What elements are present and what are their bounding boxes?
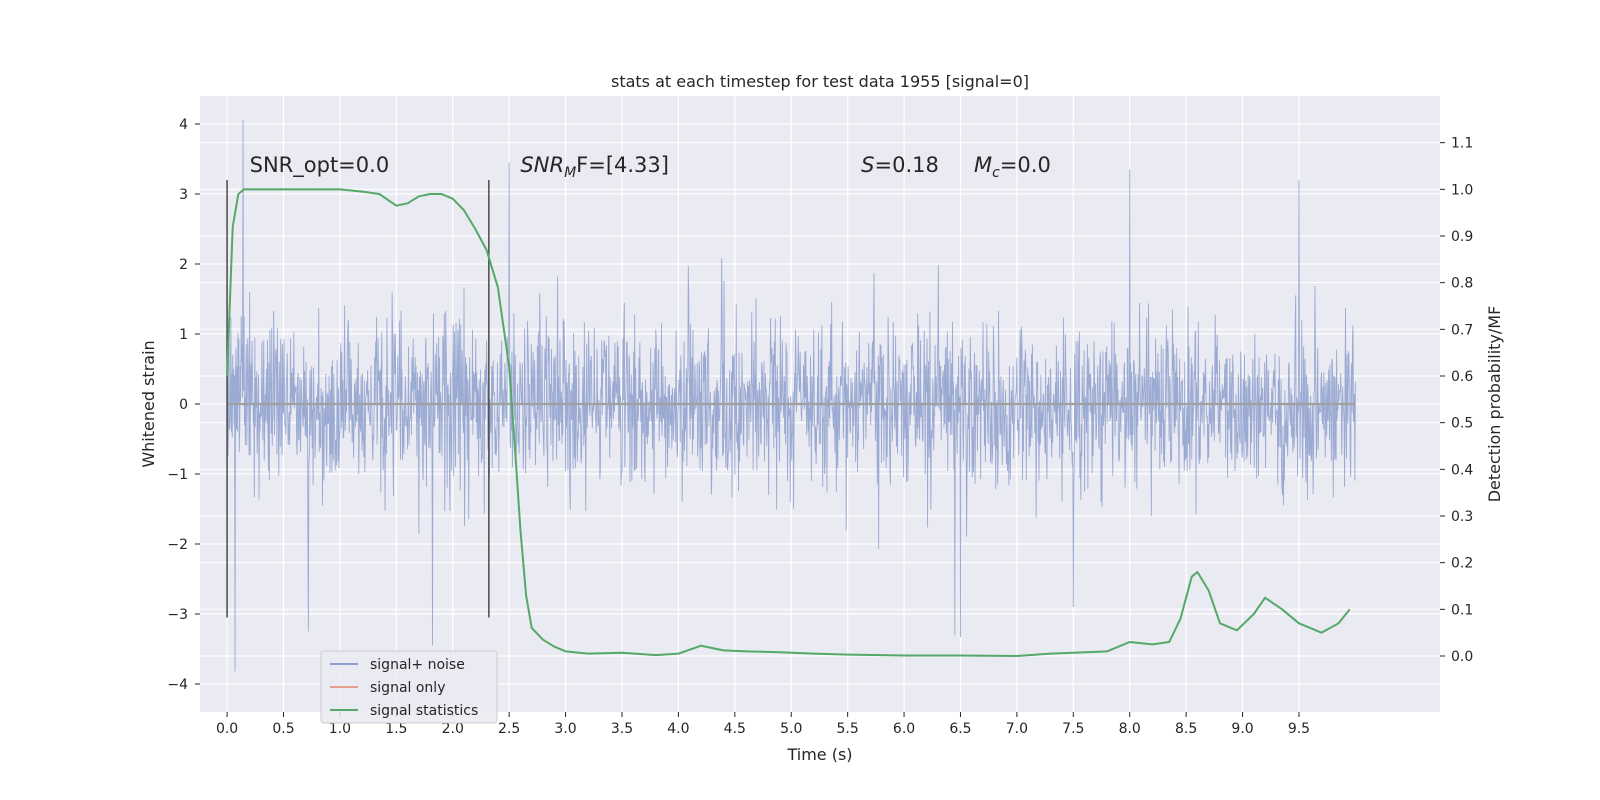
y2-tick-label: 0.0 bbox=[1451, 649, 1473, 665]
annotation-snr-mf: SNRMF=[4.33] bbox=[520, 153, 669, 181]
y2-tick-label: 0.5 bbox=[1451, 416, 1473, 432]
y2-tick-label: 1.0 bbox=[1451, 182, 1473, 198]
y2-tick-label: 0.4 bbox=[1451, 462, 1473, 478]
series-signal-noise bbox=[226, 120, 1356, 672]
x-tick-label: 7.5 bbox=[1062, 721, 1084, 737]
legend-label: signal statistics bbox=[370, 703, 478, 719]
series-signal-statistics bbox=[226, 188, 1351, 657]
vertical-markers bbox=[226, 180, 490, 618]
x-tick-label: 2.5 bbox=[498, 721, 520, 737]
annotation-s-stat: S=0.18 bbox=[861, 153, 939, 177]
y2-axis-label: Detection probability/MF bbox=[1485, 306, 1504, 503]
x-tick-label: 9.5 bbox=[1288, 721, 1310, 737]
x-tick-label: 2.0 bbox=[442, 721, 464, 737]
y-tick-label: −2 bbox=[167, 537, 188, 553]
y-tick-label: −3 bbox=[167, 607, 188, 623]
x-tick-label: 5.0 bbox=[780, 721, 802, 737]
legend-label: signal only bbox=[370, 680, 445, 696]
legend: signal+ noise signal only signal statistic… bbox=[320, 650, 498, 724]
y2-tick-label: 1.1 bbox=[1451, 136, 1473, 152]
y-tick-label: 3 bbox=[179, 187, 188, 203]
x-tick-label: 8.0 bbox=[1119, 721, 1141, 737]
x-tick-label: 6.5 bbox=[949, 721, 971, 737]
y2-tick-label: 0.6 bbox=[1451, 369, 1473, 385]
y2-tick-label: 0.7 bbox=[1451, 322, 1473, 338]
x-tick-label: 4.0 bbox=[667, 721, 689, 737]
y-tick-label: 0 bbox=[179, 397, 188, 413]
x-tick-label: 7.0 bbox=[1006, 721, 1028, 737]
x-tick-label: 3.0 bbox=[554, 721, 576, 737]
y-tick-label: 2 bbox=[179, 257, 188, 273]
x-tick-label: 9.0 bbox=[1231, 721, 1253, 737]
x-tick-label: 4.5 bbox=[724, 721, 746, 737]
y2-tick-label: 0.2 bbox=[1451, 556, 1473, 572]
chart-title: stats at each timestep for test data 195… bbox=[611, 72, 1029, 91]
x-tick-label: 1.5 bbox=[385, 721, 407, 737]
x-axis-label: Time (s) bbox=[786, 745, 852, 764]
annotations: SNR_opt=0.0 SNRMF=[4.33] S=0.18 Mc=0.0 bbox=[250, 153, 1051, 181]
x-tick-label: 0.0 bbox=[216, 721, 238, 737]
x-axis-ticks: 0.0 0.5 1.0 1.5 2.0 2.5 3.0 3.5 4.0 4.5 5.0 5.5 6.0 6… bbox=[216, 712, 1310, 737]
y2-tick-label: 0.9 bbox=[1451, 229, 1473, 245]
x-tick-label: 5.5 bbox=[837, 721, 859, 737]
legend-box bbox=[320, 650, 498, 724]
x-tick-label: 3.5 bbox=[611, 721, 633, 737]
annotation-snr-opt: SNR_opt=0.0 bbox=[250, 153, 390, 178]
annotation-mc: Mc=0.0 bbox=[974, 153, 1051, 181]
legend-label: signal+ noise bbox=[370, 657, 465, 673]
x-tick-label: 1.0 bbox=[329, 721, 351, 737]
y-axis-label: Whitened strain bbox=[139, 340, 158, 467]
signal-statistics-line bbox=[226, 188, 1351, 657]
signal-noise-line bbox=[226, 120, 1356, 672]
y2-tick-label: 0.3 bbox=[1451, 509, 1473, 525]
x-tick-label: 0.5 bbox=[272, 721, 294, 737]
y-tick-label: −4 bbox=[167, 677, 188, 693]
y2-tick-label: 0.1 bbox=[1451, 602, 1473, 618]
y-axis-ticks: −4 −3 −2 −1 0 1 2 3 4 bbox=[167, 117, 200, 693]
y2-axis-ticks: 0.0 0.1 0.2 0.3 0.4 0.5 0.6 0.7 0.8 0.9 1.0 1.1 bbox=[1440, 136, 1473, 665]
y-tick-label: 4 bbox=[179, 117, 188, 133]
y-tick-label: −1 bbox=[167, 467, 188, 483]
y2-tick-label: 0.8 bbox=[1451, 276, 1473, 292]
x-tick-label: 6.0 bbox=[893, 721, 915, 737]
x-tick-label: 8.5 bbox=[1175, 721, 1197, 737]
y-tick-label: 1 bbox=[179, 327, 188, 343]
